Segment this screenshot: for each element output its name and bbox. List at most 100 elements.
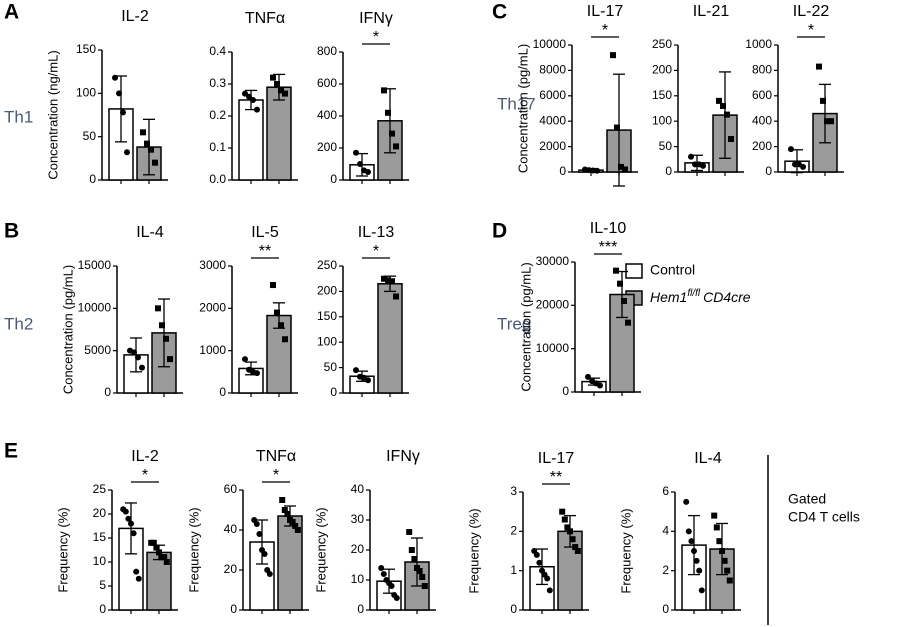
significance: *** <box>599 239 618 256</box>
data-point <box>393 143 399 150</box>
y-tick-label: 200 <box>652 63 672 77</box>
y-axis-label: Frequency (%) <box>55 507 70 592</box>
y-tick-label: 0.2 <box>209 108 226 122</box>
data-point <box>721 557 728 564</box>
row-label: Th2 <box>4 314 33 333</box>
data-point <box>253 521 260 527</box>
y-tick-label: 2 <box>662 563 669 577</box>
data-point <box>282 336 288 343</box>
y-tick-label: 25 <box>93 482 107 496</box>
data-point <box>250 97 256 103</box>
data-point <box>254 370 260 377</box>
y-tick-label: 50 <box>659 139 673 153</box>
data-point <box>284 511 291 517</box>
significance: * <box>602 22 608 39</box>
y-tick-label: 250 <box>652 37 672 51</box>
y-tick-label: 0 <box>230 602 237 616</box>
y-tick-label: 0 <box>219 385 226 399</box>
data-point <box>700 162 706 169</box>
data-point <box>278 322 284 329</box>
y-tick-label: 30000 <box>536 254 570 268</box>
y-tick-label: 50 <box>83 129 97 143</box>
y-tick-label: 0 <box>104 385 111 399</box>
y-tick-label: 40 <box>351 482 365 496</box>
data-point <box>281 507 288 513</box>
data-point <box>159 322 165 329</box>
error-bar <box>158 298 170 368</box>
y-tick-label: 60 <box>224 482 238 496</box>
data-point <box>131 349 137 356</box>
y-tick-label: 0 <box>357 602 364 616</box>
data-point <box>378 565 385 571</box>
error-bar <box>256 519 268 565</box>
data-point <box>140 129 146 136</box>
y-tick-label: 200 <box>317 284 337 298</box>
data-point <box>388 583 395 589</box>
data-point <box>716 538 723 545</box>
chart-title: IL-2 <box>121 8 149 25</box>
y-tick-label: 400 <box>752 113 772 127</box>
data-point <box>393 595 400 601</box>
data-point <box>357 161 363 167</box>
y-tick-label: 0.1 <box>209 140 226 154</box>
significance: ** <box>259 243 271 260</box>
data-point <box>621 298 627 304</box>
bar <box>266 86 292 181</box>
chart-title: IFNγ <box>386 448 420 465</box>
y-tick-label: 20 <box>351 542 365 556</box>
data-point <box>724 567 731 574</box>
chart-title: IL-4 <box>136 224 164 241</box>
error-bar <box>130 337 142 373</box>
data-point <box>161 554 168 561</box>
data-point <box>618 163 624 170</box>
data-point <box>696 567 703 574</box>
data-point <box>719 548 725 554</box>
y-tick-label: 3000 <box>199 258 226 272</box>
data-point <box>408 547 415 553</box>
data-point <box>122 508 129 515</box>
row-label: Th1 <box>4 107 33 126</box>
y-tick-label: 0 <box>330 172 337 186</box>
data-point <box>133 568 140 575</box>
data-point <box>292 523 299 529</box>
data-point <box>153 544 160 551</box>
data-point <box>380 571 387 577</box>
y-tick-label: 6 <box>662 484 669 498</box>
y-tick-label: 100 <box>652 113 672 127</box>
y-tick-label: 1000 <box>199 343 226 357</box>
y-axis-label: Frequency (%) <box>618 508 633 593</box>
y-tick-label: 200 <box>752 139 772 153</box>
data-point <box>242 90 248 97</box>
data-point <box>419 574 426 580</box>
legend-swatch <box>625 263 643 279</box>
data-point <box>167 356 173 363</box>
data-point <box>544 575 551 582</box>
data-point <box>353 149 359 156</box>
data-point <box>610 52 616 59</box>
data-point <box>713 524 720 531</box>
chart-title: TNFα <box>256 448 296 465</box>
y-tick-label: 1 <box>510 563 517 577</box>
y-tick-label: 150 <box>652 88 672 102</box>
data-point <box>788 146 794 153</box>
data-point <box>533 551 540 558</box>
data-point <box>613 267 619 274</box>
error-bar <box>273 73 285 101</box>
panel-label: D <box>492 220 507 243</box>
data-point <box>120 109 126 116</box>
data-point <box>279 497 286 503</box>
data-point <box>406 529 413 535</box>
data-point <box>800 163 806 170</box>
chart-title: IL-22 <box>793 3 830 20</box>
y-tick-label: 10 <box>93 554 107 568</box>
data-point <box>685 528 692 535</box>
significance: * <box>808 22 814 39</box>
data-point <box>125 515 132 522</box>
y-tick-label: 0 <box>665 164 672 178</box>
data-point <box>365 169 371 175</box>
data-point <box>572 544 579 551</box>
legend-label: Control <box>650 262 695 278</box>
data-point <box>617 280 623 287</box>
y-tick-label: 400 <box>317 108 337 122</box>
y-tick-label: 2000 <box>199 301 226 315</box>
